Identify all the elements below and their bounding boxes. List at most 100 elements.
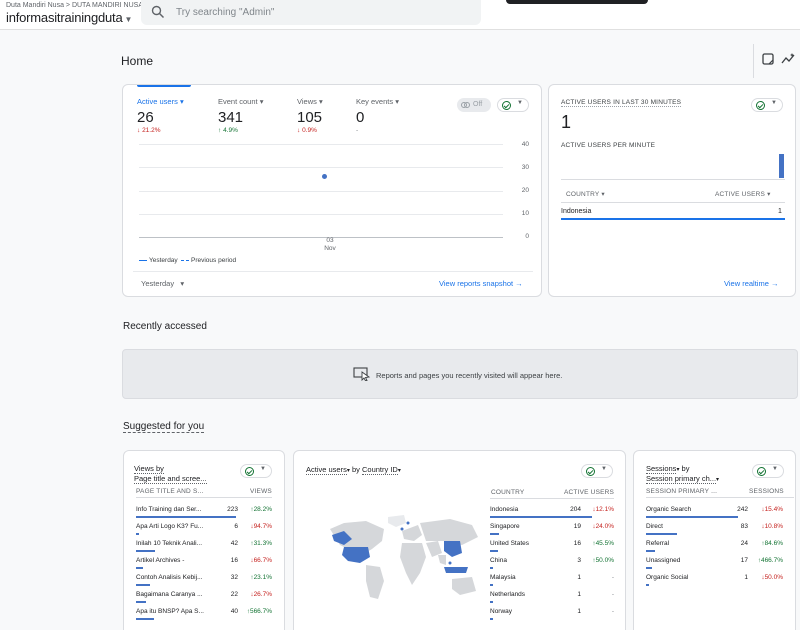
card-subtitle[interactable]: Session primary ch...▾ [646, 474, 719, 484]
data-quality-button[interactable]: ▼ [752, 464, 784, 478]
row-share-bar [490, 516, 592, 518]
data-quality-button[interactable]: ▼ [497, 98, 529, 112]
row-change-value: 50.0% [595, 557, 614, 564]
row-label[interactable]: Indonesia [490, 506, 519, 513]
y-tick-label: 10 [521, 210, 529, 217]
chevron-down-icon: ▼ [260, 466, 266, 472]
row-share-bar [646, 550, 656, 552]
row-change-value: 26.7% [253, 591, 272, 598]
arrow-up-icon: ↑ [757, 557, 761, 564]
row-label[interactable]: Norway [490, 608, 513, 615]
row-label[interactable]: Contoh Analisis Kebij... [136, 574, 203, 581]
row-change: ↑23.1% [242, 574, 272, 581]
gridline [139, 167, 503, 168]
row-label[interactable]: Info Training dan Ser... [136, 506, 202, 513]
legend-swatch [181, 259, 189, 261]
row-share-bar [490, 601, 493, 603]
active-tab-indicator [137, 85, 191, 87]
gridline [139, 191, 503, 192]
col-sessions: SESSIONS [749, 488, 784, 495]
row-country: Indonesia [561, 208, 592, 215]
y-tick-label: 40 [521, 141, 529, 148]
row-label[interactable]: Referral [646, 540, 670, 547]
metric-key-events[interactable]: Key events ▾ 0 - [356, 97, 399, 134]
property-selector[interactable]: informasitrainingduta ▼ [6, 10, 132, 25]
card-title[interactable]: Sessions▾ by [646, 464, 689, 474]
card-title-metric: Active users [306, 465, 347, 475]
row-value: 1 [744, 574, 748, 581]
row-change: ↓24.0% [584, 523, 614, 530]
metric-active-users[interactable]: Active users ▾ 26 ↓ 21.2% [137, 97, 184, 134]
per-minute-bar[interactable] [778, 154, 784, 178]
y-tick-label: 30 [521, 164, 529, 171]
col-country[interactable]: COUNTRY ▾ [566, 190, 605, 198]
check-circle-icon [756, 101, 765, 110]
col-active-users[interactable]: ACTIVE USERS ▾ [715, 190, 771, 198]
row-label[interactable]: Artikel Archives - [136, 557, 185, 564]
row-change: ↑31.3% [242, 540, 272, 547]
metric-value: 341 [218, 109, 244, 126]
row-change: ↑466.7% [753, 557, 783, 564]
row-label[interactable]: Inilah 10 Teknik Anali... [136, 540, 203, 547]
breadcrumb[interactable]: Duta Mandiri Nusa > DUTA MANDIRI NUSA [6, 2, 143, 9]
gridline [139, 144, 503, 145]
col-page-title: PAGE TITLE AND S... [136, 488, 204, 495]
x-tick-label: 03 Nov [320, 237, 340, 253]
divider [490, 498, 614, 499]
metric-label: Views [297, 97, 317, 106]
world-map[interactable] [322, 511, 484, 603]
card-title[interactable]: Active users▾ by Country ID▾ [306, 465, 401, 475]
view-realtime-link[interactable]: View realtime → [724, 279, 778, 288]
view-reports-snapshot-link[interactable]: View reports snapshot → [439, 279, 523, 288]
row-label[interactable]: Apa Arti Logo K3? Fu... [136, 523, 204, 530]
row-label[interactable]: China [490, 557, 507, 564]
search-input[interactable]: Try searching "Admin" [176, 7, 275, 18]
card-title[interactable]: Views by [134, 464, 164, 474]
row-change-value: - [611, 591, 614, 598]
card-subtitle[interactable]: Page title and scree... [134, 474, 207, 484]
card-title-metric: Sessions [646, 464, 677, 474]
row-label[interactable]: Organic Search [646, 506, 692, 513]
row-label[interactable]: United States [490, 540, 530, 547]
metric-event-count[interactable]: Event count ▾ 341 ↑ 4.9% [218, 97, 263, 134]
row-label[interactable]: Malaysia [490, 574, 516, 581]
search-box[interactable]: Try searching "Admin" [141, 0, 481, 25]
row-change: ↓12.1% [584, 506, 614, 513]
arrow-down-icon: ↓ [761, 506, 765, 513]
y-tick-label: 0 [525, 233, 529, 240]
insights-icon[interactable] [781, 52, 795, 66]
realtime-title[interactable]: ACTIVE USERS IN LAST 30 MINUTES [561, 99, 682, 107]
row-share-bar [136, 584, 150, 586]
check-circle-icon [757, 467, 766, 476]
arrow-up-icon: ↑ [246, 608, 250, 615]
row-label[interactable]: Organic Social [646, 574, 689, 581]
data-quality-button[interactable]: ▼ [751, 98, 783, 112]
row-change-value: 31.3% [253, 540, 272, 547]
row-change: ↑45.5% [584, 540, 614, 547]
chart-point[interactable] [321, 174, 327, 180]
row-label[interactable]: Singapore [490, 523, 520, 530]
row-share-bar [490, 550, 499, 552]
row-change: ↓26.7% [242, 591, 272, 598]
col-country: COUNTRY [491, 489, 525, 496]
row-change: ↓66.7% [242, 557, 272, 564]
row-value: 16 [230, 557, 238, 564]
row-label[interactable]: Bagaimana Caranya ... [136, 591, 203, 598]
arrow-right-icon: → [515, 279, 523, 288]
row-label[interactable]: Netherlands [490, 591, 526, 598]
row-change: ↑566.7% [242, 608, 272, 615]
notes-icon[interactable] [761, 52, 775, 66]
chevron-down-icon: ▼ [601, 466, 607, 472]
cursor-click-icon [353, 367, 371, 381]
row-label[interactable]: Unassigned [646, 557, 681, 564]
arrow-down-icon: ↓ [297, 127, 301, 134]
row-change-value: 66.7% [253, 557, 272, 564]
metric-views[interactable]: Views ▾ 105 ↓ 0.9% [297, 97, 323, 134]
metric-label: Key events [356, 97, 394, 106]
comparison-toggle[interactable]: Off [457, 98, 491, 112]
date-range-selector[interactable]: Yesterday ▾ [141, 279, 184, 288]
row-label[interactable]: Apa itu BNSP? Apa S... [136, 608, 204, 615]
data-quality-button[interactable]: ▼ [581, 464, 613, 478]
data-quality-button[interactable]: ▼ [240, 464, 272, 478]
row-label[interactable]: Direct [646, 523, 663, 530]
